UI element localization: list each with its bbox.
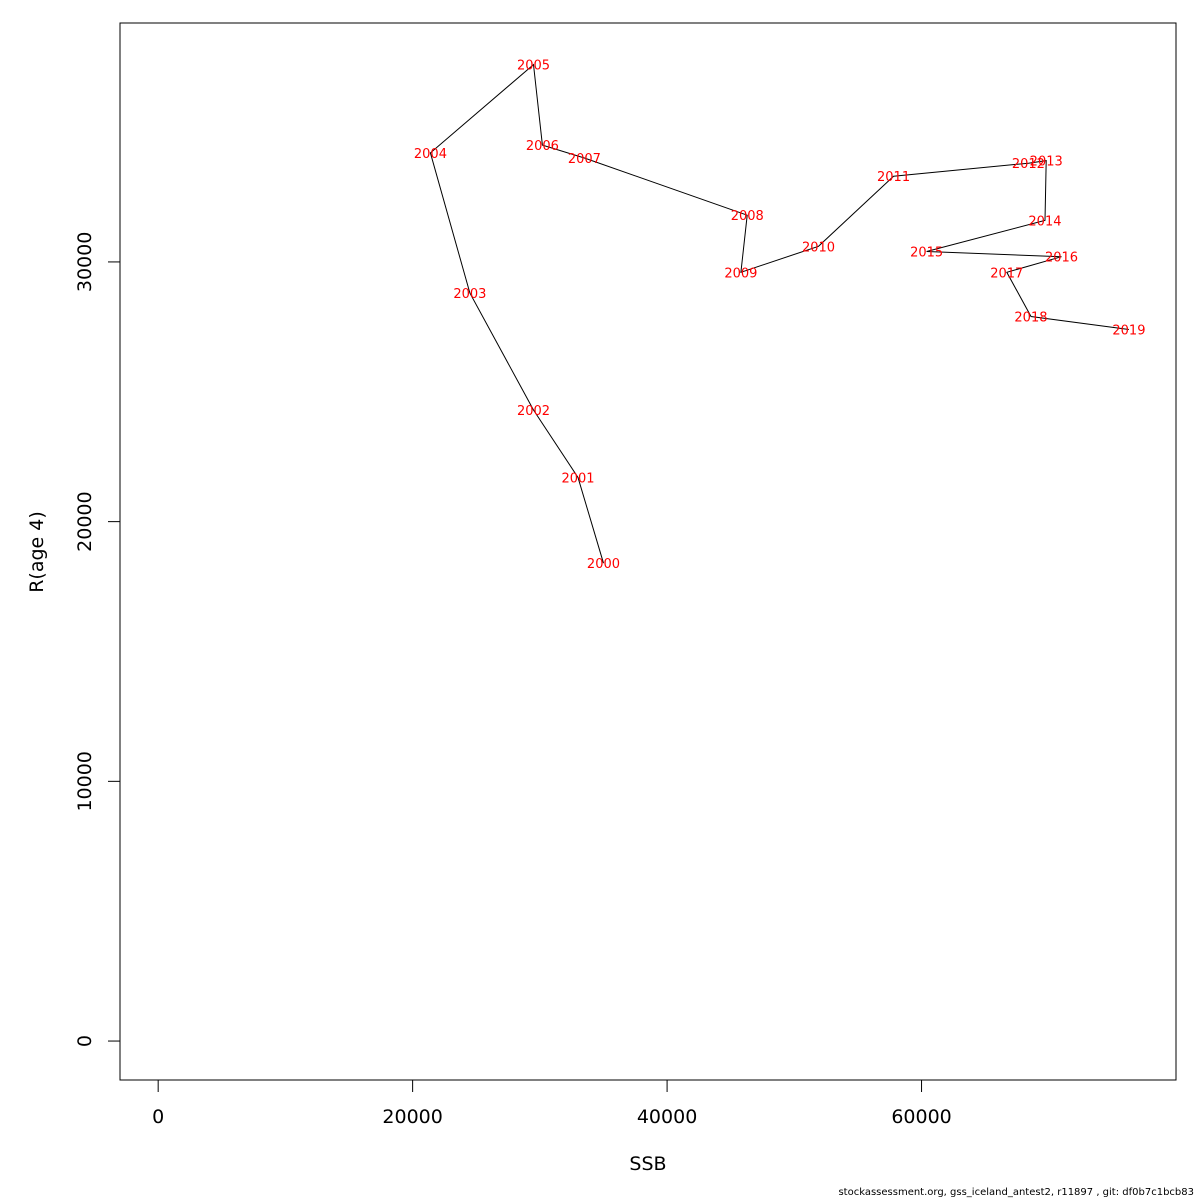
x-tick-label: 0 bbox=[152, 1106, 164, 1128]
year-labels: 2000 2001 2002 2003 2004 2005 2006 2007 2008 2009… bbox=[414, 59, 1146, 573]
year-label-2000: 2000 bbox=[587, 557, 620, 572]
year-label-2003: 2003 bbox=[453, 287, 486, 302]
footer-credit: stockassessment.org, gss_iceland_antest2… bbox=[838, 1187, 1194, 1198]
y-tick-label: 10000 bbox=[74, 751, 96, 811]
x-tick-label: 20000 bbox=[382, 1106, 442, 1128]
x-axis-label: SSB bbox=[629, 1153, 666, 1175]
year-label-2019: 2019 bbox=[1112, 323, 1145, 338]
year-label-2006: 2006 bbox=[526, 139, 559, 154]
x-axis: 0 20000 40000 60000 bbox=[152, 1079, 952, 1128]
year-label-2001: 2001 bbox=[561, 471, 594, 486]
year-label-2017: 2017 bbox=[990, 266, 1023, 281]
y-tick-label: 30000 bbox=[74, 232, 96, 292]
y-axis: 0 10000 20000 30000 bbox=[74, 232, 121, 1047]
year-label-2014: 2014 bbox=[1028, 214, 1061, 229]
y-axis-label: R(age 4) bbox=[26, 511, 48, 593]
year-label-2016: 2016 bbox=[1045, 251, 1078, 266]
year-label-2013: 2013 bbox=[1030, 155, 1063, 170]
year-label-2015: 2015 bbox=[910, 246, 943, 261]
plot-frame bbox=[119, 22, 1177, 1081]
year-label-2009: 2009 bbox=[724, 266, 757, 281]
y-tick-label: 20000 bbox=[74, 491, 96, 551]
year-label-2012: 2012 bbox=[1012, 157, 1045, 172]
year-label-2005: 2005 bbox=[517, 59, 550, 74]
year-label-2010: 2010 bbox=[802, 240, 835, 255]
year-label-2002: 2002 bbox=[517, 404, 550, 419]
year-label-2011: 2011 bbox=[877, 170, 910, 185]
x-tick-label: 60000 bbox=[891, 1106, 951, 1128]
x-tick-label: 40000 bbox=[637, 1106, 697, 1128]
year-label-2007: 2007 bbox=[568, 152, 601, 167]
year-label-2018: 2018 bbox=[1014, 310, 1047, 325]
trajectory-line bbox=[429, 63, 1129, 564]
year-label-2004: 2004 bbox=[414, 147, 447, 162]
y-tick-label: 0 bbox=[74, 1035, 96, 1047]
year-label-2008: 2008 bbox=[731, 209, 764, 224]
